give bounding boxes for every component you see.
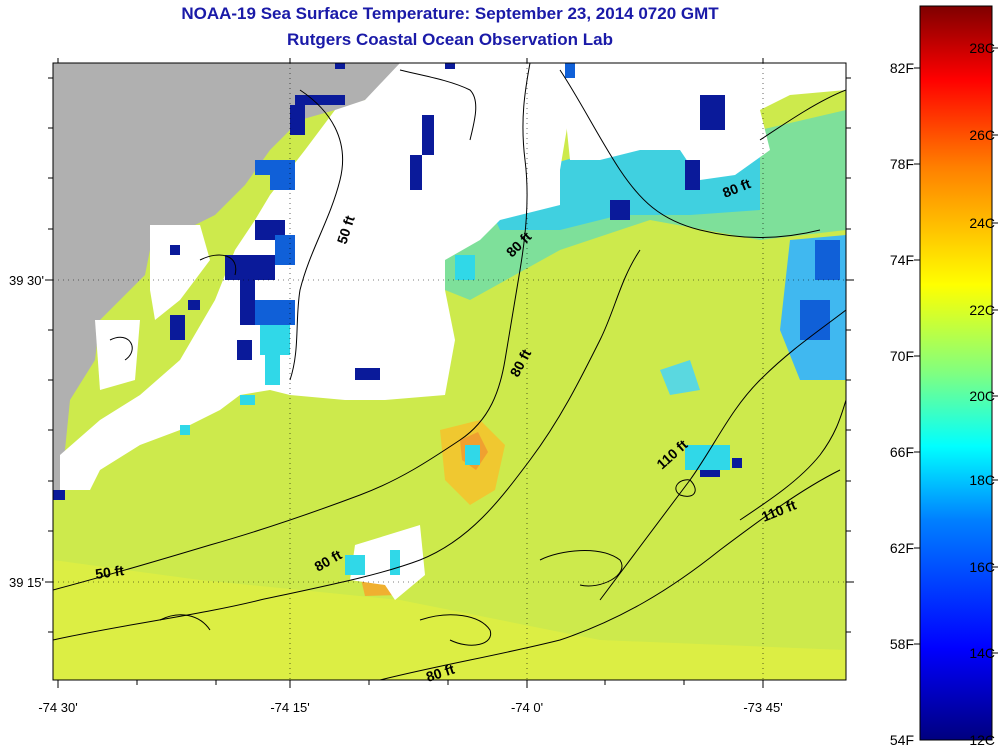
depth-contours xyxy=(53,63,846,680)
cyan-pixels xyxy=(180,255,730,575)
colorbar-c-label: 28C xyxy=(969,40,995,56)
colorbar-c-label: 16C xyxy=(969,559,995,575)
x-tick-label: -74 30' xyxy=(38,700,77,715)
colorbar-f-label: 82F xyxy=(890,60,914,76)
colorbar-f-label: 66F xyxy=(890,444,914,460)
cloud-patch-south xyxy=(350,525,425,600)
chart-title: NOAA-19 Sea Surface Temperature: Septemb… xyxy=(181,4,719,23)
x-tick-label: -73 45' xyxy=(743,700,782,715)
colorbar-c-label: 24C xyxy=(969,215,995,231)
colorbar-f-label: 70F xyxy=(890,348,914,364)
colorbar-f-label: 62F xyxy=(890,540,914,556)
colorbar-f-label: 78F xyxy=(890,156,914,172)
colorbar-c-label: 18C xyxy=(969,472,995,488)
colorbar-c-label: 14C xyxy=(969,645,995,661)
land-area xyxy=(53,63,335,500)
contour-label: 50 ft xyxy=(94,562,125,582)
colorbar-f-label: 54F xyxy=(890,732,914,748)
colorbar-ticks xyxy=(914,47,998,654)
lat-lon-grid xyxy=(53,63,846,680)
cool-pixels xyxy=(255,63,840,340)
y-tick-label: 39 15' xyxy=(9,575,44,590)
y-tick-label: 39 30' xyxy=(9,273,44,288)
x-tick-label: -74 15' xyxy=(270,700,309,715)
colorbar-c-label: 12C xyxy=(969,732,995,748)
cool-patch-e xyxy=(660,360,700,395)
cloud-mask-coast xyxy=(95,320,140,390)
chart-subtitle: Rutgers Coastal Ocean Observation Lab xyxy=(287,30,613,49)
warm-water-band xyxy=(53,560,846,680)
x-tick-label: -74 0' xyxy=(511,700,543,715)
colorbar-f-label: 58F xyxy=(890,636,914,652)
plot-frame xyxy=(52,62,847,681)
colorbar-c-label: 20C xyxy=(969,388,995,404)
cloud-mask-bay xyxy=(150,225,210,320)
colorbar-c-label: 22C xyxy=(969,302,995,318)
map-field xyxy=(53,63,846,680)
colorbar-c-label: 26C xyxy=(969,127,995,143)
cloud-mask-west xyxy=(60,63,570,490)
cold-pixels xyxy=(53,63,742,500)
colorbar-f-label: 74F xyxy=(890,252,914,268)
tick-marks xyxy=(45,58,854,688)
colorbar xyxy=(919,5,993,741)
